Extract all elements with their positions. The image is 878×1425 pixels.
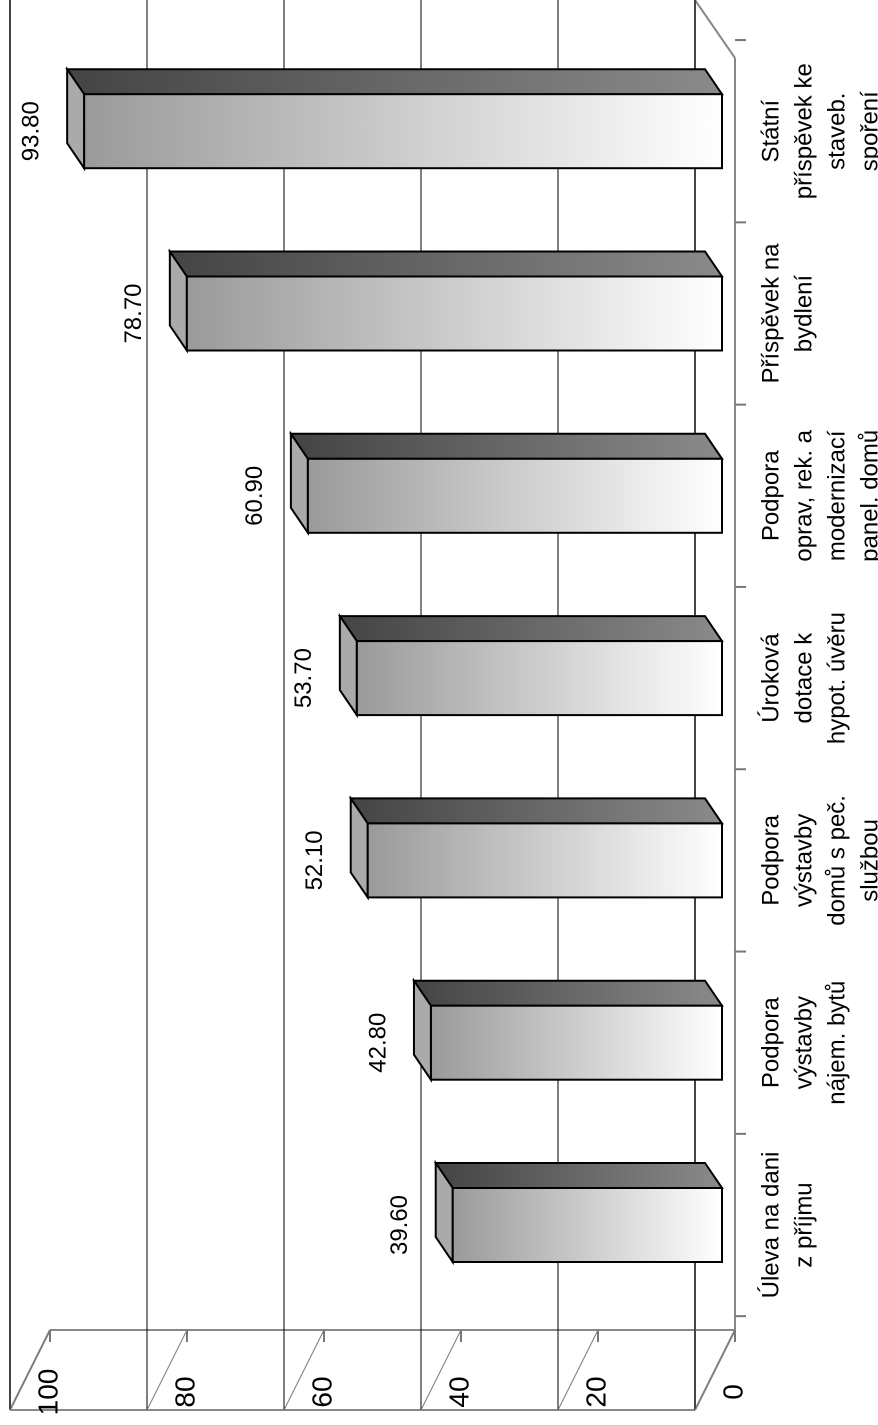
y-tick-label: 20: [580, 1376, 611, 1407]
grid-line-floor: [283, 1329, 325, 1411]
bar-top: [167, 250, 724, 278]
x-tick-label: dotace k: [790, 632, 817, 724]
x-tick-label: Podpora: [757, 814, 784, 905]
value-label: 93.80: [18, 101, 45, 161]
x-tick-label: z příjmu: [790, 1182, 817, 1267]
bar-top: [348, 797, 724, 825]
bar: [451, 1187, 723, 1263]
bar: [306, 457, 723, 534]
x-tick-label: nájem. bytů: [823, 981, 850, 1105]
x-tick-label: modernizací: [823, 430, 850, 561]
x-tick-label: staveb.: [823, 93, 850, 170]
x-tick-label: Příspěvek na: [757, 243, 784, 384]
grid-line-floor: [9, 1329, 51, 1411]
x-tick-label: službou: [856, 819, 878, 902]
y-tick-label: 60: [306, 1376, 337, 1407]
y-tick-label: 40: [443, 1376, 474, 1407]
value-label: 52.10: [301, 830, 328, 890]
bar: [355, 640, 723, 717]
bar-top: [65, 68, 724, 96]
bar-top: [412, 979, 724, 1007]
bar-top: [288, 432, 724, 460]
x-tick-label: domů s peč.: [823, 795, 850, 926]
bar: [429, 1004, 723, 1081]
x-tick-label: bydlení: [790, 274, 817, 352]
value-label: 60.90: [241, 466, 268, 526]
bar: [366, 822, 723, 899]
y-tick-label: 80: [169, 1376, 200, 1407]
x-tick-label: hypot. úvěru: [823, 612, 850, 744]
value-label: 78.70: [120, 283, 147, 343]
value-label: 39.60: [386, 1195, 413, 1255]
grid-line-floor: [146, 1329, 188, 1411]
x-tick-label: příspěvek ke: [790, 63, 817, 199]
x-tick-label: Úroková: [757, 633, 784, 723]
bar: [185, 275, 723, 352]
value-label: 42.80: [364, 1013, 391, 1073]
x-tick-label: Podpora: [757, 997, 784, 1088]
x-tick-label: výstavby: [790, 996, 817, 1089]
x-tick-label: výstavby: [790, 814, 817, 907]
bar-top: [337, 615, 724, 643]
grid-line-floor: [694, 1329, 736, 1411]
grid-line-floor: [420, 1329, 462, 1411]
x-tick-label: oprav, rek. a: [790, 429, 817, 561]
y-tick-label: 100: [32, 1369, 63, 1416]
x-tick-label: spoření: [856, 91, 878, 171]
x-tick-label: Státní: [757, 100, 784, 163]
x-tick-label: Úleva na dani: [757, 1152, 784, 1299]
x-tick-label: Podpora: [757, 450, 784, 541]
y-tick-label: 0: [717, 1384, 748, 1400]
bar-top: [433, 1162, 724, 1189]
grid-line-floor: [557, 1329, 599, 1411]
x-tick-label: panel. domů: [856, 430, 878, 562]
value-label: 53.70: [290, 648, 317, 708]
bar: [83, 93, 724, 170]
